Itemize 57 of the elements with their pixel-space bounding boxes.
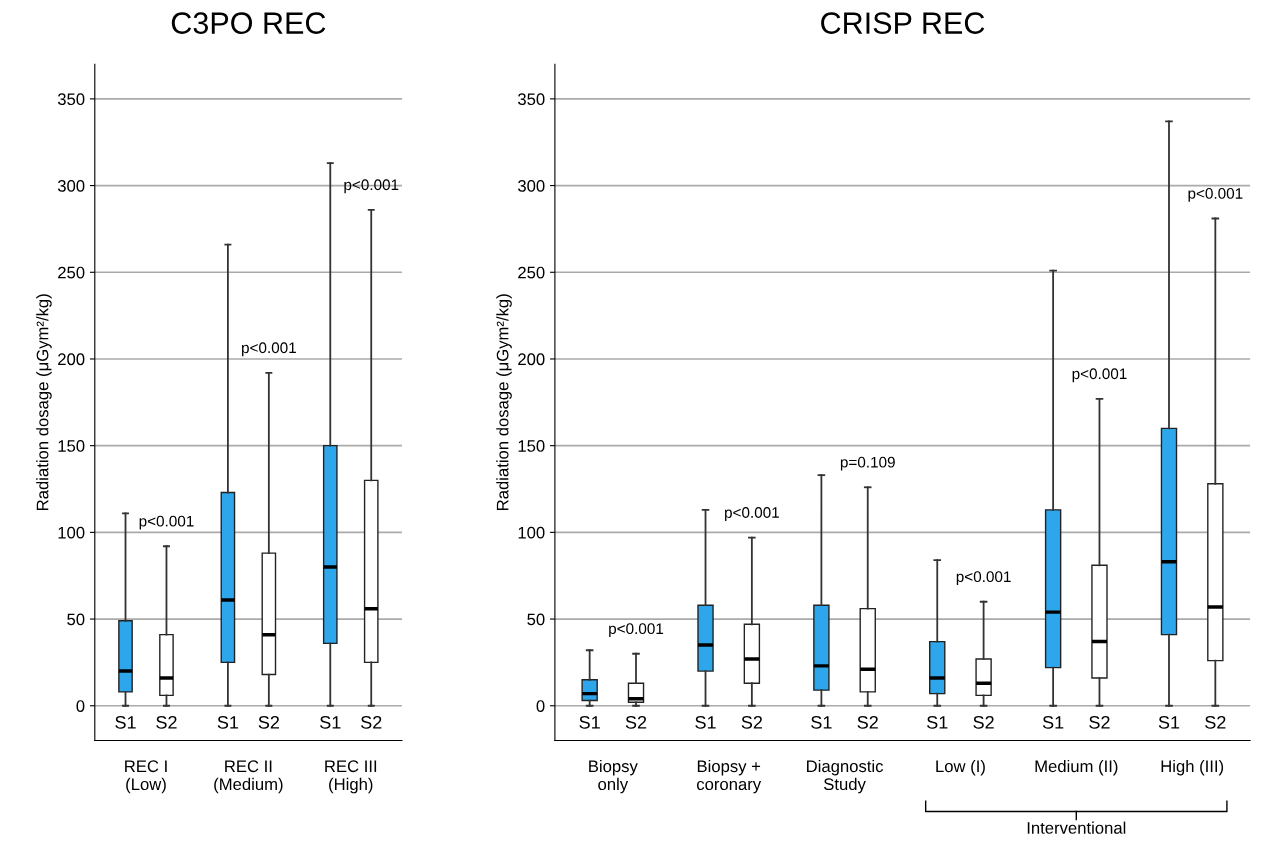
annotation: p<0.001 <box>609 623 664 638</box>
chart-title: CRISP REC <box>821 12 985 34</box>
text: S2 <box>1089 715 1110 729</box>
y-tick-label: 50 <box>67 613 85 626</box>
x-tick-label: REC III (High) <box>325 760 377 794</box>
text: Interventional <box>1027 821 1126 834</box>
y-axis-title: Radiation dosage (μGym²/kg) <box>36 294 52 510</box>
x-tick-label: High (III) <box>1161 759 1224 776</box>
series-label: S1 <box>579 715 600 729</box>
annotation: p<0.001 <box>725 507 779 521</box>
annotation: p<0.001 <box>344 179 399 194</box>
x-tick-label: REC I (Low) <box>125 760 167 794</box>
text: S1 <box>695 715 716 729</box>
y-tick-label: 350 <box>518 93 545 106</box>
text: S1 <box>927 715 948 729</box>
annotation: p=0.109 <box>840 456 895 471</box>
text: S1 <box>811 715 832 729</box>
y-tick-label: 100 <box>58 526 85 539</box>
y-tick-label: 200 <box>518 353 545 366</box>
text: S2 <box>857 715 878 729</box>
y-tick-label: 200 <box>58 353 85 366</box>
annotation: p<0.001 <box>139 515 194 530</box>
y-tick-label: 100 <box>518 526 545 539</box>
text: S2 <box>1205 715 1226 729</box>
y-tick-label: 250 <box>518 266 545 279</box>
y-axis-title: Radiation dosage (μGym²/kg) <box>496 294 512 510</box>
annotation: p<0.001 <box>242 342 296 357</box>
annotation: p<0.001 <box>956 571 1011 586</box>
y-tick-label: 150 <box>518 440 545 452</box>
x-tick-label: Low (I) <box>936 759 985 776</box>
text: S2 <box>361 715 382 729</box>
y-tick-label: 0 <box>76 700 85 712</box>
series-label: S1 <box>115 715 136 729</box>
text: S1 <box>217 715 239 729</box>
text: S1 <box>1158 715 1180 729</box>
y-tick-label: 150 <box>58 440 85 452</box>
text: S2 <box>741 715 763 729</box>
y-tick-label: 300 <box>518 179 545 192</box>
y-tick-label: 300 <box>57 179 85 192</box>
y-tick-label: 0 <box>536 700 545 712</box>
text: S1 <box>1042 715 1064 729</box>
y-tick-label: 250 <box>58 266 85 279</box>
annotation: p<0.001 <box>1188 188 1243 202</box>
text: S2 <box>258 715 279 729</box>
x-tick-label: Biopsy only <box>589 759 638 794</box>
text: S1 <box>320 715 341 729</box>
series-label: S2 <box>625 715 647 729</box>
annotation: p<0.001 <box>1072 368 1127 383</box>
y-tick-label: 350 <box>57 93 85 106</box>
text: S2 <box>973 715 994 729</box>
y-tick-label: 50 <box>527 613 545 626</box>
x-tick-label: Medium (II) <box>1035 759 1118 776</box>
x-tick-label: Biopsy + coronary <box>696 759 762 794</box>
x-tick-label: REC II (Medium) <box>214 760 283 794</box>
series-label: S2 <box>156 715 177 729</box>
x-tick-label: Diagnostic Study <box>807 759 884 794</box>
chart-title: C3PO REC <box>171 12 326 34</box>
